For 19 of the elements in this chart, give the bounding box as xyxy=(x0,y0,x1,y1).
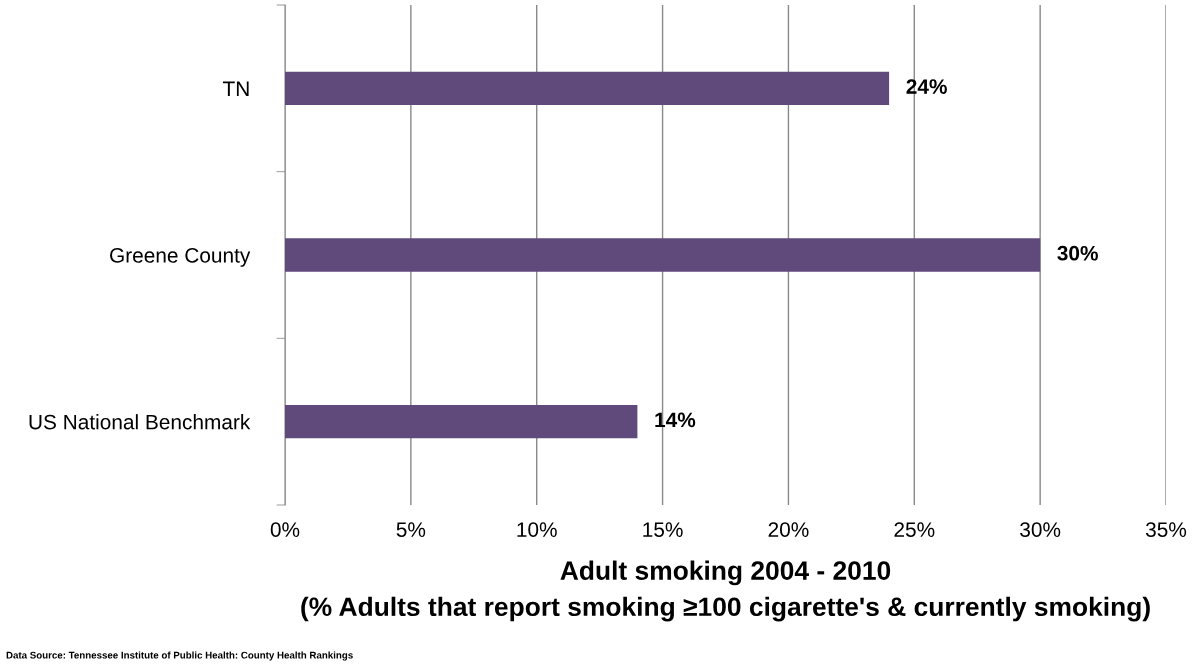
data-label: 24% xyxy=(906,79,947,94)
y-tick-label: Greene County xyxy=(110,248,251,267)
bar xyxy=(285,405,638,439)
data-label: 14% xyxy=(655,412,696,428)
bar xyxy=(285,238,1041,272)
x-tick-label: 25% xyxy=(894,522,935,537)
source-note: Data Source: Tennessee Institute of Public Health: County Health Rankings xyxy=(6,651,353,661)
y-tick-label: TN xyxy=(222,81,249,96)
bar xyxy=(285,71,890,105)
x-tick-label: 0% xyxy=(270,522,300,537)
y-tick-label: US National Benchmark xyxy=(29,414,251,430)
x-tick-label: 10% xyxy=(517,522,557,537)
data-label: 30% xyxy=(1057,245,1098,261)
x-tick-label: 30% xyxy=(1020,522,1061,537)
x-tick-label: 35% xyxy=(1145,522,1187,537)
x-tick-label: 15% xyxy=(643,522,683,537)
x-axis-title: Adult smoking 2004 - 2010 (% Adults that report smoking ≥100 cigarette's & currently smoking) xyxy=(301,560,1150,622)
x-tick-label: 20% xyxy=(768,522,809,537)
x-tick-label: 5% xyxy=(396,522,426,537)
